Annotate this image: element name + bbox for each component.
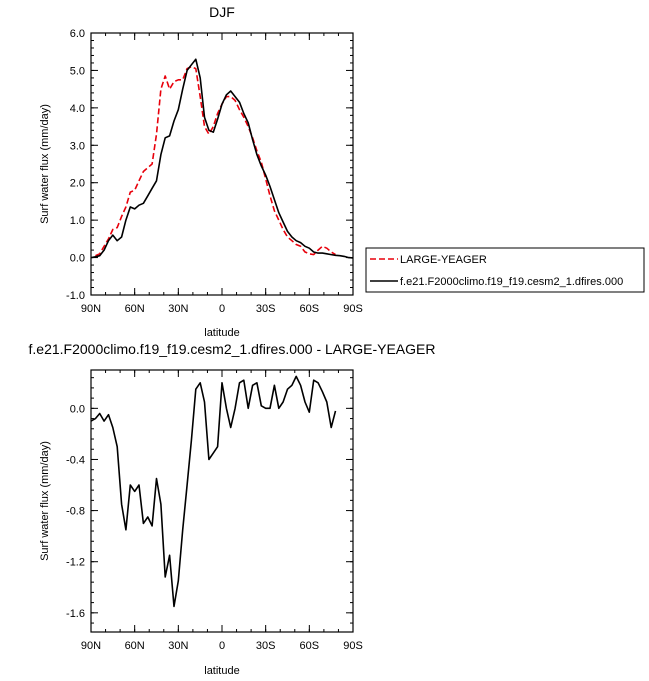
x-tick-label: 30N [168,303,188,315]
x-tick-label: 90S [343,303,363,315]
y-tick-label: -1.2 [66,557,85,569]
y-tick-label: 3.0 [70,140,85,152]
x-tick-label: 90N [81,640,101,652]
x-tick-label: 30S [256,303,276,315]
x-axis-label: latitude [204,327,239,339]
top-line-chart: DJF 90N 60N 30N 0 30S 60S 90S -1.0 0.0 1.0 2.0 3.0 4.… [39,4,645,339]
y-axis-label: Surf water flux (mm/day) [39,104,51,224]
x-tick-label: 0 [219,303,225,315]
x-tick-label: 30N [168,640,188,652]
series-line [95,65,336,257]
chart-title: f.e21.F2000climo.f19_f19.cesm2_1.dfires.… [29,341,436,357]
y-tick-label: -1.0 [66,290,85,302]
x-axis-label: latitude [204,665,239,677]
y-tick-label: -1.6 [66,608,85,620]
legend-box [365,247,645,293]
legend-label: f.e21.F2000climo.f19_f19.cesm2_1.dfires.… [400,276,623,288]
x-tick-label: 90S [343,640,363,652]
x-tick-label: 60S [300,303,320,315]
series-line [90,375,337,608]
y-tick-label: 0.0 [70,403,85,415]
y-tick-label: -0.8 [66,506,85,518]
legend-label: LARGE-YEAGER [400,254,487,266]
x-tick-label: 60N [125,640,145,652]
y-tick-label: 0.0 [70,253,85,265]
x-tick-label: 60S [300,640,320,652]
bottom-difference-chart: f.e21.F2000climo.f19_f19.cesm2_1.dfires.… [29,341,436,677]
x-tick-label: 30S [256,640,276,652]
y-tick-label: 4.0 [70,103,85,115]
series-line [90,58,354,259]
chart-title: DJF [209,4,235,20]
x-tick-label: 90N [81,303,101,315]
y-tick-label: 6.0 [70,28,85,40]
y-tick-label: 5.0 [70,65,85,77]
y-tick-label: 2.0 [70,178,85,190]
y-axis-label: Surf water flux (mm/day) [39,441,51,561]
y-tick-label: -0.4 [66,454,85,466]
x-tick-label: 0 [219,640,225,652]
x-tick-label: 60N [125,303,145,315]
y-tick-label: 1.0 [70,215,85,227]
